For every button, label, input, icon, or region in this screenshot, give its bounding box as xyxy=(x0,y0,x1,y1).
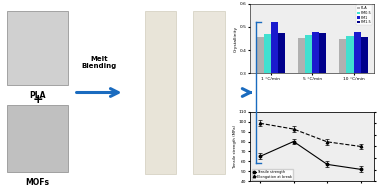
Bar xyxy=(353,32,361,143)
Legend: PLA, PM0.5, PM1, PM1.5: PLA, PM0.5, PM1, PM1.5 xyxy=(356,5,372,25)
Elongation at break xyxy=(325,141,330,143)
Y-axis label: Crystallinity: Crystallinity xyxy=(234,26,238,52)
Bar xyxy=(278,33,285,143)
Elongation at break xyxy=(291,128,296,130)
Elongation at break xyxy=(358,145,363,148)
Tensile strength xyxy=(291,140,296,143)
Bar xyxy=(257,37,263,143)
Text: +: + xyxy=(32,93,43,106)
Text: MOFs: MOFs xyxy=(26,178,50,185)
Tensile strength xyxy=(258,155,262,158)
Bar xyxy=(312,32,319,143)
Text: Melt
Blending: Melt Blending xyxy=(81,56,117,69)
Bar xyxy=(319,33,326,143)
Text: PLA: PLA xyxy=(29,91,46,100)
Bar xyxy=(193,11,225,174)
Y-axis label: Tensile strength (MPa): Tensile strength (MPa) xyxy=(233,125,237,168)
Bar xyxy=(263,34,271,143)
Line: Elongation at break: Elongation at break xyxy=(259,122,362,148)
Tensile strength xyxy=(358,168,363,170)
Bar xyxy=(347,36,353,143)
Legend: Tensile strength, Elongation at break: Tensile strength, Elongation at break xyxy=(252,169,293,180)
Bar xyxy=(271,22,278,143)
Bar xyxy=(361,37,367,143)
Tensile strength xyxy=(325,163,330,166)
Bar xyxy=(305,35,312,143)
Bar xyxy=(8,11,68,85)
Bar xyxy=(8,105,68,172)
Bar xyxy=(339,38,347,143)
Line: Tensile strength: Tensile strength xyxy=(259,140,362,171)
Elongation at break xyxy=(258,122,262,124)
Bar xyxy=(145,11,176,174)
Bar xyxy=(298,38,305,143)
